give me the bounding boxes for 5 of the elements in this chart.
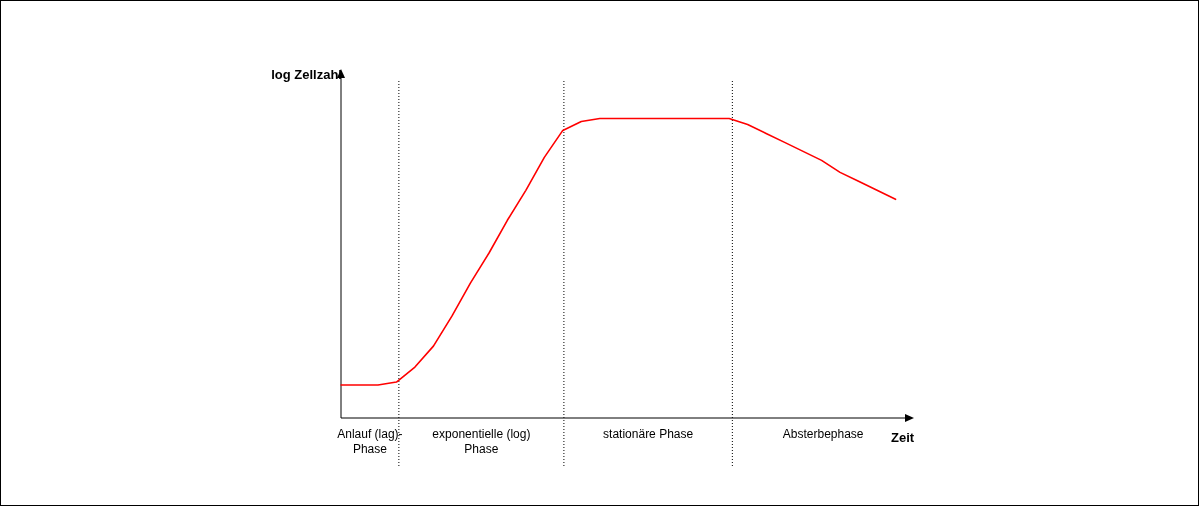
text: Absterbephase	[782, 427, 864, 442]
text: exponentielle (log) Phase	[432, 427, 531, 457]
text: Anlauf (lag)-Phase	[337, 427, 403, 457]
text: stationäre Phase	[603, 427, 694, 442]
x-axis-title: Zeit	[891, 430, 915, 445]
